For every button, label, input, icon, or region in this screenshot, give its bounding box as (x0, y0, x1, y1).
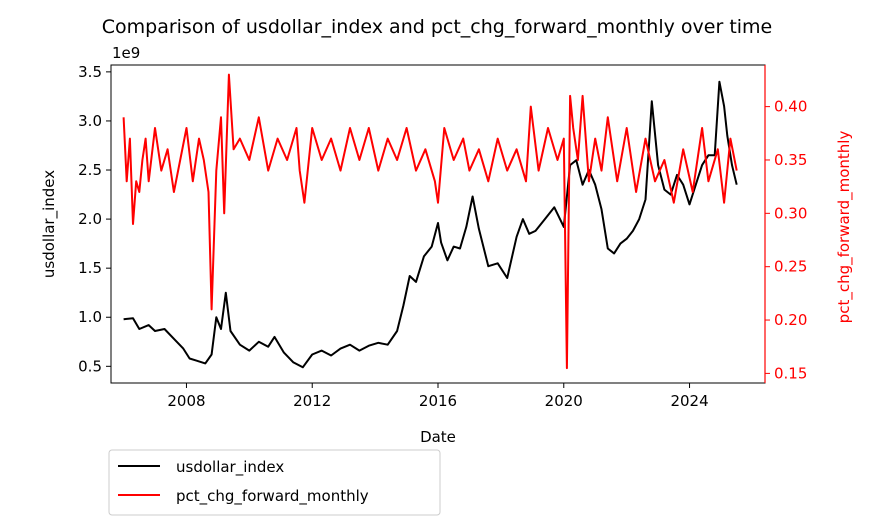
left-tick-label: 1.0 (78, 308, 102, 326)
x-axis-ticks: 2008 2012 2016 2020 2024 (167, 383, 709, 410)
legend: usdollar_index pct_chg_forward_monthly (108, 449, 441, 516)
x-tick-label: 2012 (293, 392, 331, 410)
right-tick-label: 0.30 (774, 204, 807, 222)
right-tick-label: 0.35 (774, 151, 807, 169)
right-tick-label: 0.25 (774, 258, 807, 276)
right-axis-ticks: 0.15 0.20 0.25 0.30 0.35 0.40 (765, 98, 807, 382)
left-axis-ticks: 0.5 1.0 1.5 2.0 2.5 3.0 3.5 (78, 63, 111, 375)
x-tick-label: 2020 (545, 392, 583, 410)
x-tick-label: 2008 (167, 392, 205, 410)
left-tick-label: 0.5 (78, 357, 102, 375)
x-axis-label: Date (420, 428, 456, 446)
right-tick-label: 0.20 (774, 311, 807, 329)
y-offset-text: 1e9 (112, 44, 140, 62)
left-tick-label: 1.5 (78, 259, 102, 277)
chart-title: Comparison of usdollar_index and pct_chg… (102, 16, 773, 38)
legend-label-usdollar-index: usdollar_index (176, 458, 284, 477)
series-line-usdollar-index (123, 80, 738, 369)
right-axis-label: pct_chg_forward_monthly (835, 131, 854, 324)
x-tick-label: 2024 (670, 392, 708, 410)
left-tick-label: 2.5 (78, 161, 102, 179)
left-tick-label: 2.0 (78, 210, 102, 228)
left-tick-label: 3.0 (78, 112, 102, 130)
left-tick-label: 3.5 (78, 63, 102, 81)
right-tick-label: 0.40 (774, 98, 807, 116)
left-axis-label: usdollar_index (40, 170, 59, 278)
series-lines (122, 73, 738, 370)
x-tick-label: 2016 (419, 392, 457, 410)
right-tick-label: 0.15 (774, 364, 807, 382)
legend-box (108, 449, 441, 516)
plot-area: 0.51.01.52.02.53.03.5 0.150.200.250.300.… (78, 63, 807, 410)
series-line-pct-chg-forward-monthly (122, 73, 738, 370)
legend-label-pct-chg-forward-monthly: pct_chg_forward_monthly (176, 487, 369, 506)
